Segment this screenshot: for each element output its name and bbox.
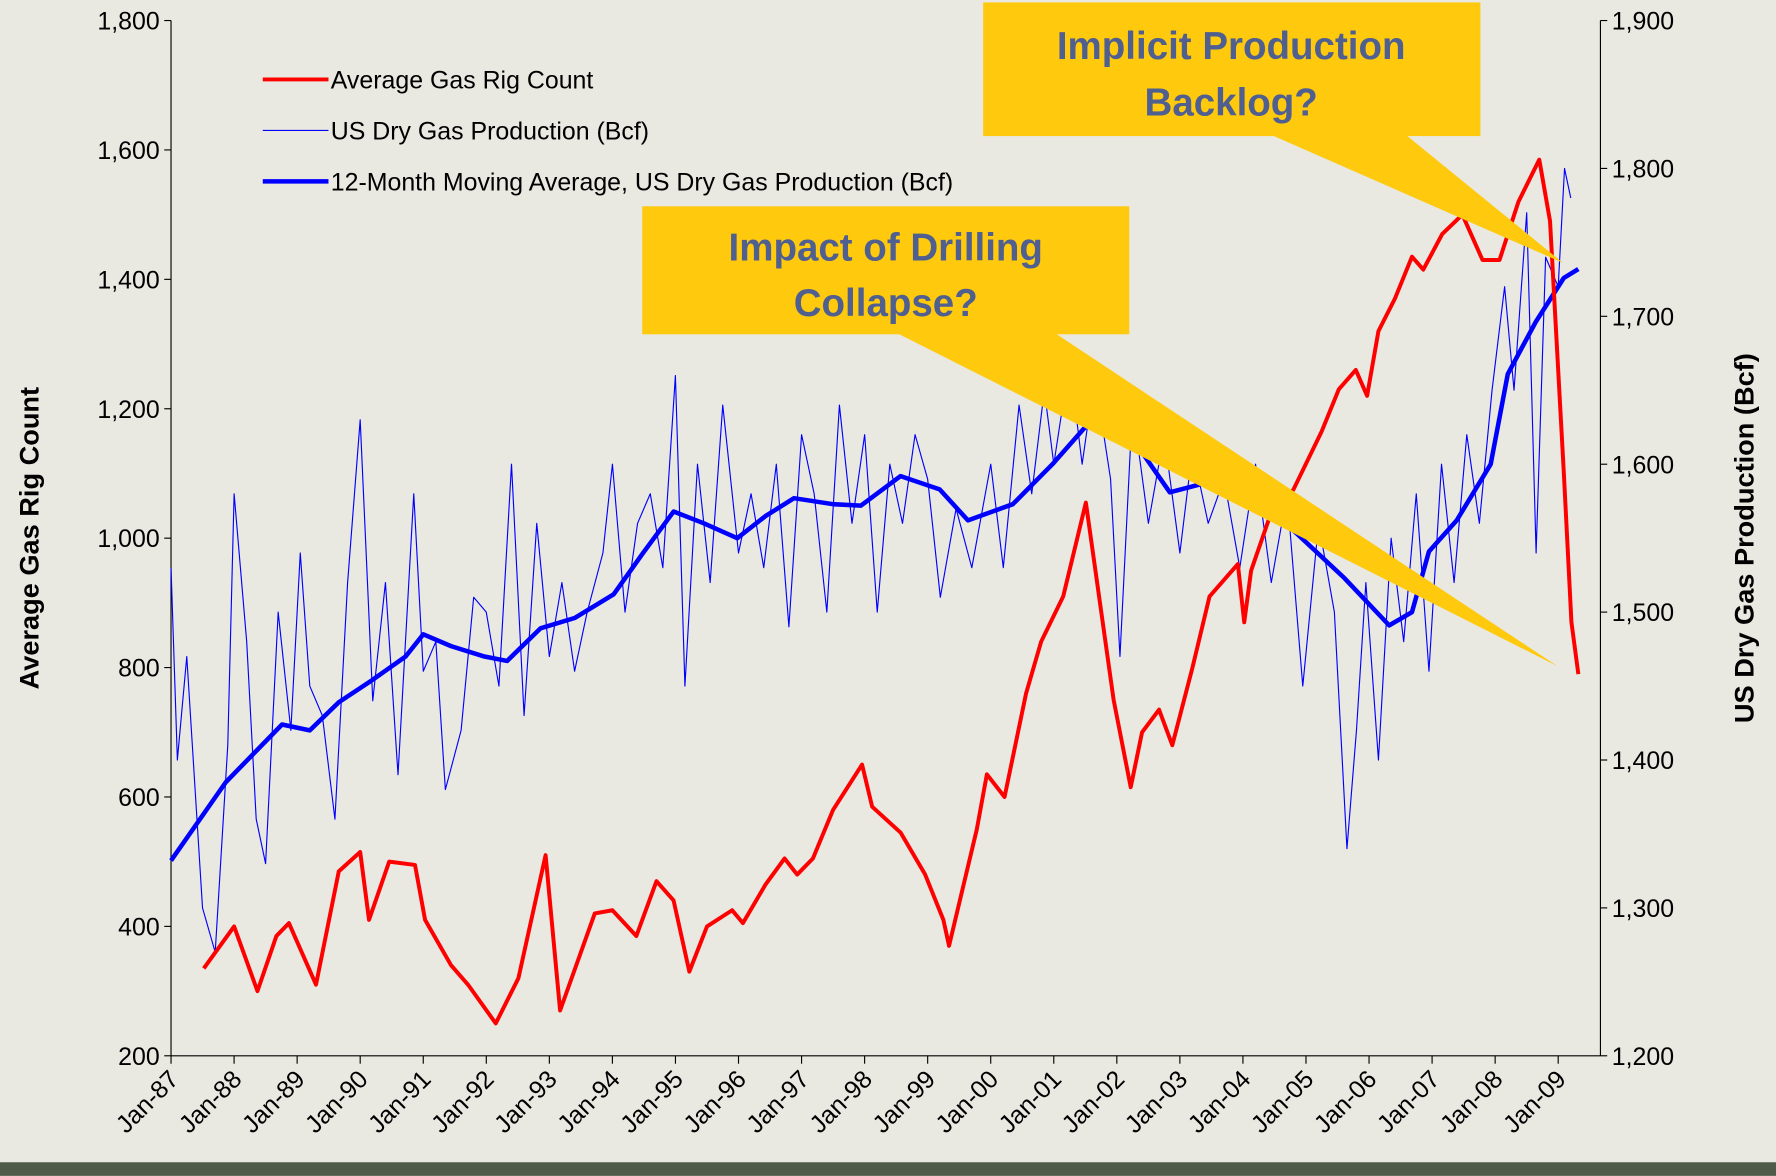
legend-label: 12-Month Moving Average, US Dry Gas Prod… (331, 168, 953, 196)
y2-tick-label: 1,600 (1612, 451, 1674, 479)
annotation: Impact of Drilling (729, 227, 1043, 270)
annotation: Implicit Production (1057, 25, 1406, 68)
y-tick-label: 1,400 (97, 266, 159, 294)
x-tick-label: Jan-06 (1309, 1065, 1383, 1139)
x-tick-label: Jan-88 (174, 1065, 248, 1139)
x-tick-label: Jan-90 (300, 1065, 374, 1139)
x-tick-label: Jan-98 (804, 1065, 878, 1139)
x-tick-label: Jan-91 (363, 1065, 437, 1139)
y2-tick-label: 1,500 (1612, 599, 1674, 627)
x-tick-label: Jan-04 (1183, 1065, 1257, 1139)
x-tick-label: Jan-00 (930, 1065, 1004, 1139)
y2-axis-label: US Dry Gas Production (Bcf) (1728, 353, 1759, 723)
series-line (170, 167, 1572, 953)
x-tick-label: Jan-96 (678, 1065, 752, 1139)
x-tick-label: Jan-02 (1056, 1065, 1130, 1139)
y-tick-label: 400 (118, 913, 160, 941)
y-tick-label: 1,800 (97, 8, 159, 36)
x-tick-label: Jan-95 (615, 1065, 689, 1139)
x-tick-label: Jan-07 (1372, 1065, 1446, 1139)
x-tick-label: Jan-87 (111, 1065, 185, 1139)
y2-tick-label: 1,800 (1612, 155, 1674, 183)
annotation: Collapse? (794, 282, 978, 325)
plot (169, 157, 1581, 1026)
y2-tick-label: 1,200 (1612, 1043, 1674, 1071)
y-axis-label: Average Gas Rig Count (14, 387, 45, 689)
y2-tick-label: 1,300 (1612, 895, 1674, 923)
y-tick-label: 1,000 (97, 525, 159, 553)
x-tick-label: Jan-99 (867, 1065, 941, 1139)
x-tick-label: Jan-05 (1246, 1065, 1320, 1139)
x-tick-label: Jan-94 (552, 1065, 626, 1139)
x-tick-label: Jan-93 (489, 1065, 563, 1139)
callout-pointer (894, 332, 1558, 667)
y2-tick-label: 1,900 (1612, 8, 1674, 36)
callout-box (983, 2, 1481, 137)
x-tick-label: Jan-97 (741, 1065, 815, 1139)
y2-tick-label: 1,700 (1612, 303, 1674, 331)
y-tick-label: 1,200 (97, 396, 159, 424)
legend-label: Average Gas Rig Count (331, 67, 594, 95)
series-line (202, 157, 1581, 1026)
y-tick-label: 800 (118, 655, 160, 683)
annotation: Backlog? (1145, 82, 1318, 125)
callout-box (642, 206, 1130, 335)
x-tick-label: Jan-08 (1435, 1065, 1509, 1139)
y2-tick-label: 1,400 (1612, 747, 1674, 775)
callout-pointer (1268, 133, 1564, 263)
x-tick-label: Jan-03 (1120, 1065, 1194, 1139)
x-tick-label: Jan-09 (1498, 1065, 1572, 1139)
footer-bar (0, 1162, 1776, 1176)
legend-label: US Dry Gas Production (Bcf) (331, 117, 649, 145)
x-tick-label: Jan-89 (237, 1065, 311, 1139)
y-tick-label: 200 (118, 1043, 160, 1071)
series-line (169, 267, 1580, 862)
y-tick-label: 1,600 (97, 137, 159, 165)
y-tick-label: 600 (118, 784, 160, 812)
x-tick-label: Jan-01 (993, 1065, 1067, 1139)
x-tick-label: Jan-92 (426, 1065, 500, 1139)
